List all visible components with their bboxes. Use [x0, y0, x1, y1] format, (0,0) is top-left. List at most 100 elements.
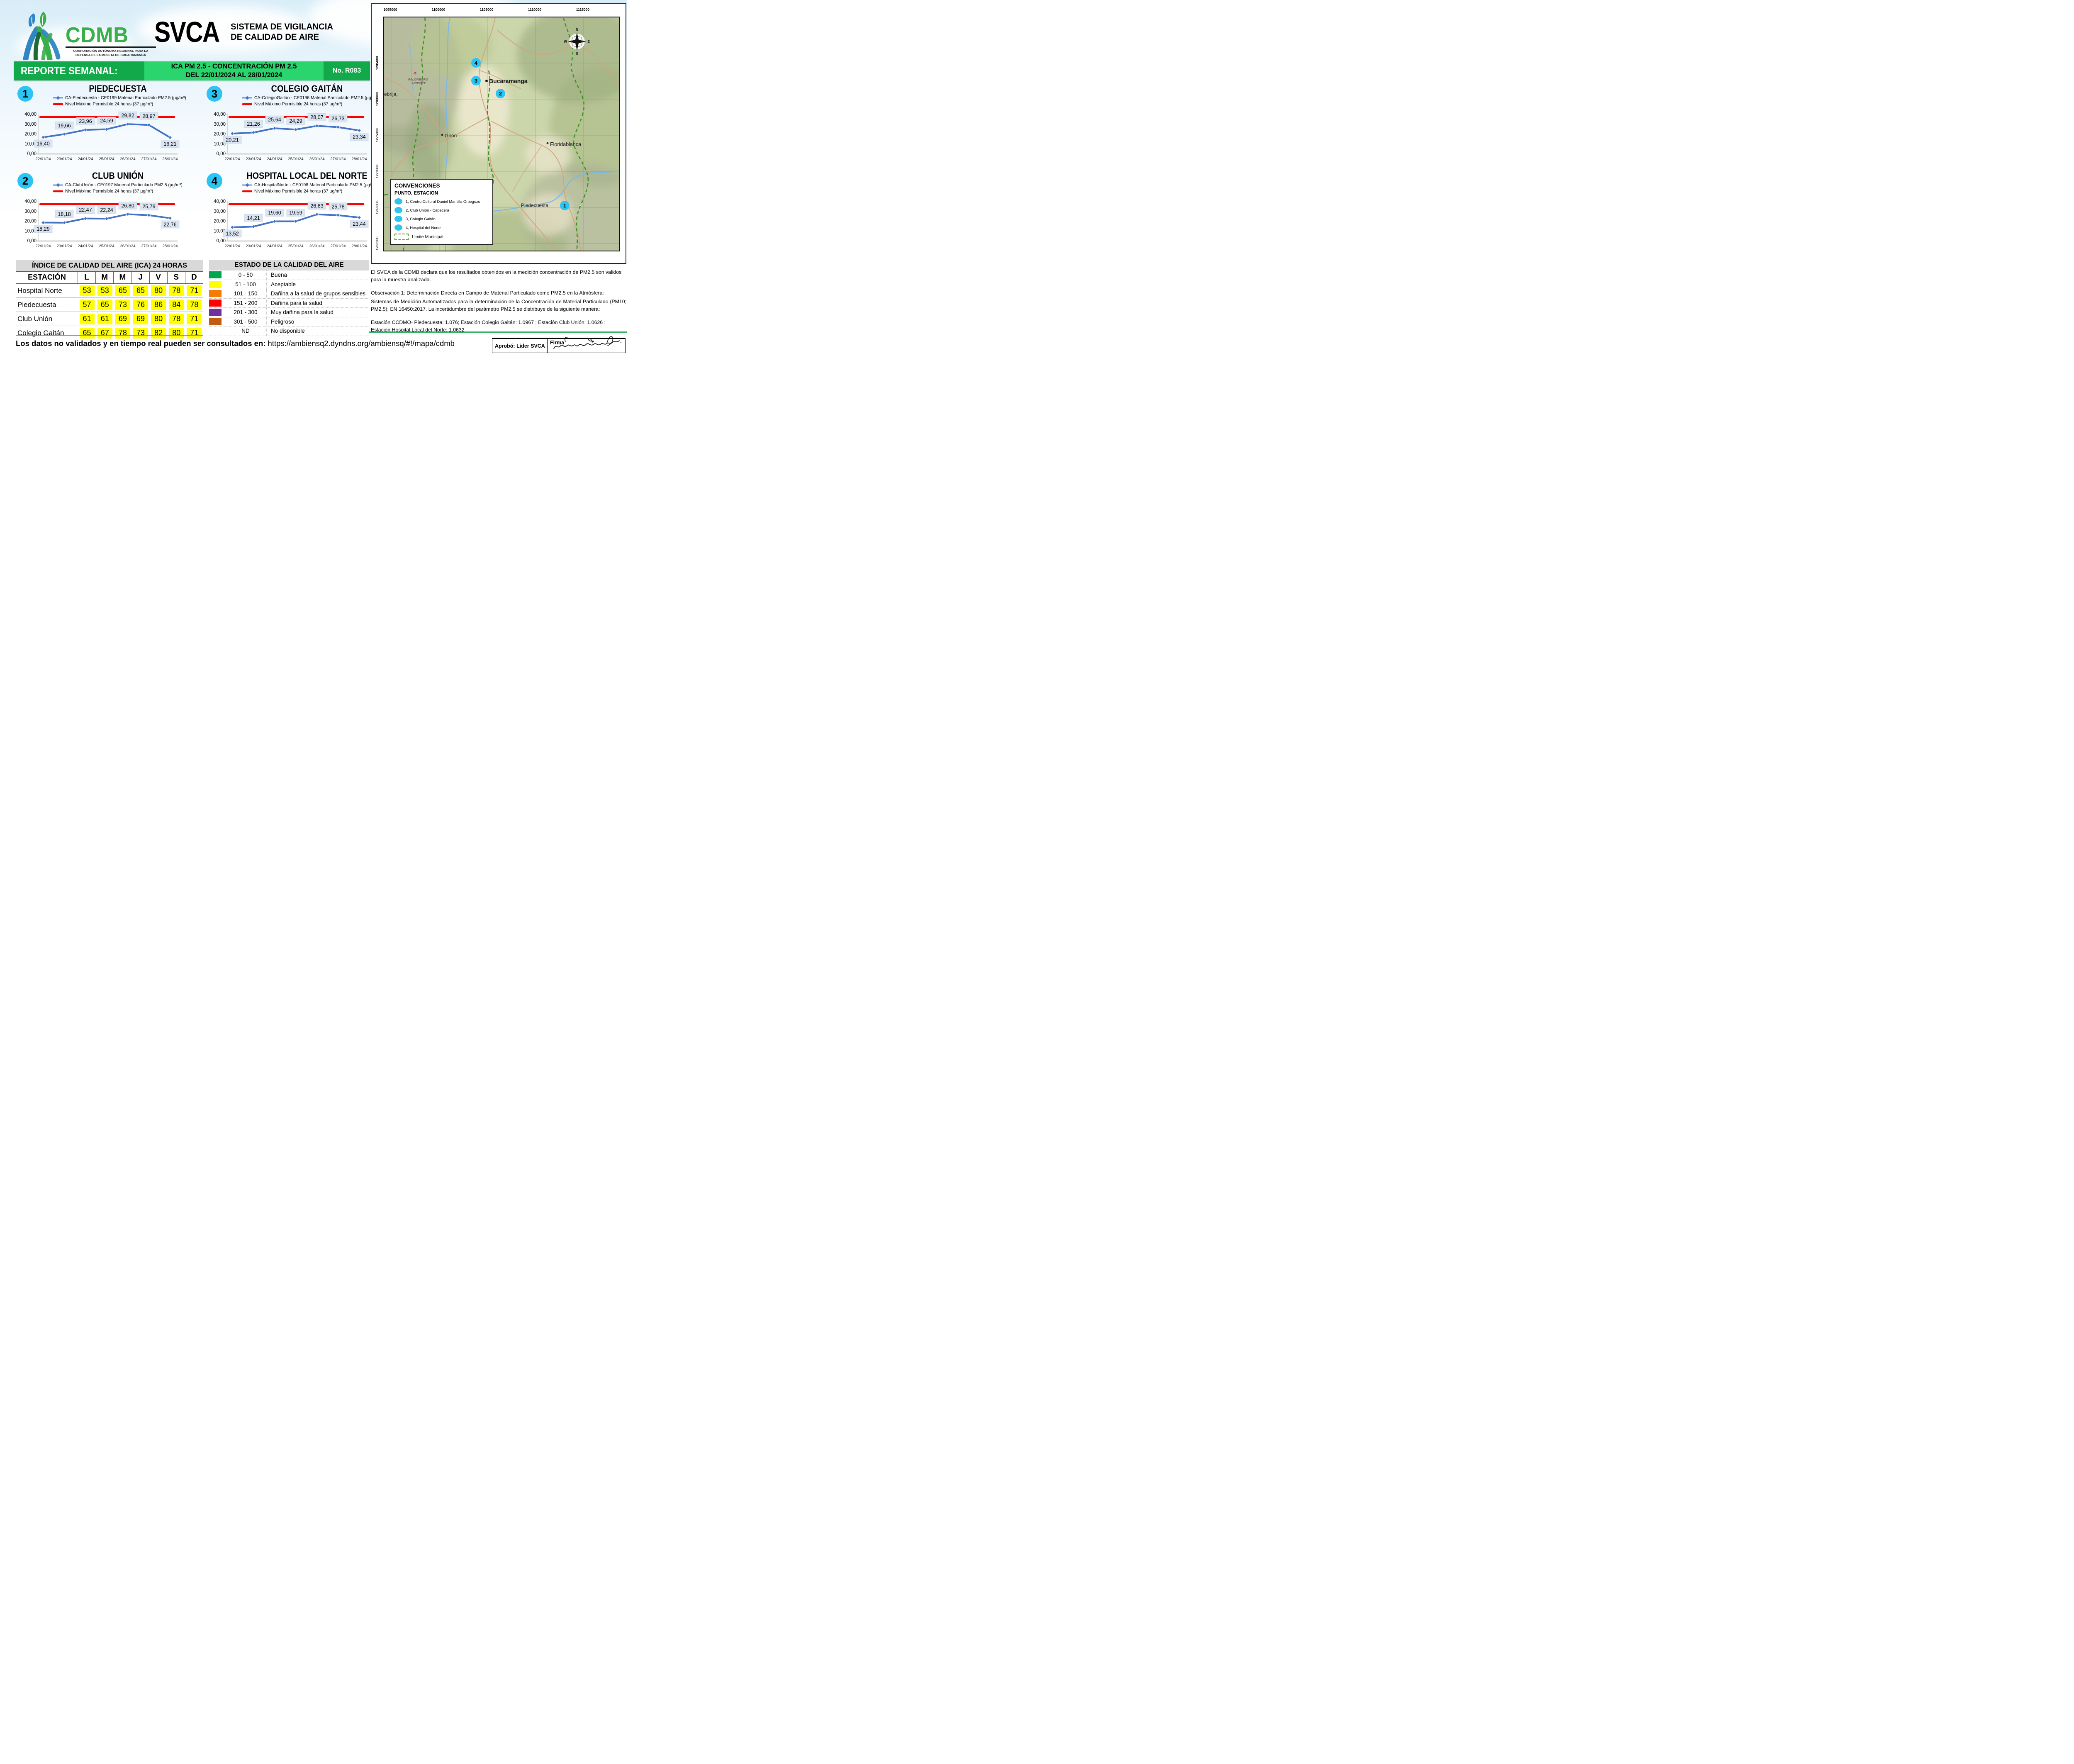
- ica-value-cell: 78: [169, 313, 184, 324]
- chart-club-union: 2 CLUB UNIÓN CA-ClubUnión - CE0197 Mater…: [15, 170, 199, 253]
- svg-text:28,97: 28,97: [142, 114, 155, 119]
- ica-value-cell: 71: [187, 327, 202, 339]
- estado-title: ESTADO DE LA CALIDAD DEL AIRE: [209, 260, 369, 270]
- svg-text:21,26: 21,26: [247, 121, 260, 127]
- ica-value-cell: 84: [169, 299, 184, 310]
- estado-range: 101 - 150: [225, 289, 267, 298]
- ica-value-cell: 67: [97, 327, 112, 339]
- map-y-axis-label: 1280000: [375, 92, 379, 106]
- svg-text:30,00: 30,00: [214, 209, 226, 214]
- svg-text:25/01/24: 25/01/24: [288, 244, 304, 249]
- chart-title: PIEDECUESTA: [89, 83, 147, 94]
- table-underline: [16, 335, 203, 336]
- svg-text:S: S: [576, 52, 578, 56]
- svg-text:20,00: 20,00: [214, 219, 226, 224]
- station-name-cell: Colegio Gaitán: [17, 329, 64, 337]
- map-legend-item: 3, Colegio Gaitán: [394, 216, 489, 222]
- ica-value-cell: 80: [151, 285, 166, 296]
- svg-text:23/01/24: 23/01/24: [57, 244, 72, 249]
- svg-text:40,00: 40,00: [214, 199, 226, 204]
- map-legend-subtitle: PUNTO, ESTACION: [394, 191, 438, 196]
- cdmb-logo-figures-icon: [23, 12, 61, 60]
- svg-text:10,00: 10,00: [24, 229, 37, 234]
- column-header-day-7: D: [185, 271, 203, 284]
- limit-marker-icon: [53, 190, 63, 192]
- municipal-boundary-swatch: [394, 234, 409, 240]
- chart-legend: CA-HospitalNorte - CE0198 Material Parti…: [242, 183, 378, 195]
- map-marker-station-1: 1: [560, 201, 570, 210]
- map-y-axis-label: 1285000: [375, 56, 379, 70]
- ica-value-cell: 78: [187, 299, 202, 310]
- map-panel: 1095000 1100000 1105000 1110000 1115000 1285…: [371, 3, 626, 264]
- series-legend-label: CA-Piedecuesta - CE0199 Material Particu…: [65, 95, 186, 100]
- svg-text:14,21: 14,21: [247, 215, 260, 221]
- map-marker-station-4: 4: [471, 58, 481, 68]
- air-quality-state-legend: ESTADO DE LA CALIDAD DEL AIRE 0 - 50 Buen…: [209, 260, 369, 336]
- estado-label: Muy dañina para la salud: [271, 309, 333, 316]
- cloud-shape: [137, 6, 311, 51]
- svg-text:40,00: 40,00: [24, 199, 37, 204]
- limit-legend-label: Nivel Máximo Permisible 24 horas (37 µg/…: [254, 102, 343, 107]
- series-marker-icon: [53, 96, 63, 100]
- estado-row: ND No disponible: [209, 326, 369, 336]
- map-legend-item-label: 2, Club Unión - Cabecera: [406, 208, 449, 212]
- svg-text:20,00: 20,00: [214, 132, 226, 137]
- svg-text:26/01/24: 26/01/24: [120, 157, 136, 161]
- svca-subtitle-line2: DE CALIDAD DE AIRE: [231, 32, 319, 42]
- map-legend-title: CONVENCIONES: [394, 183, 440, 189]
- cdmb-logo-text: CDMB: [66, 23, 129, 47]
- map-x-axis-label: 1100000: [431, 7, 445, 12]
- line-plot: 0,00 10,00 20,00 30,00 40,00 13,52 14,21 19,60 1…: [207, 198, 369, 251]
- estado-color-swatch: [209, 299, 222, 307]
- station-point-icon: [394, 224, 402, 231]
- column-header-day-5: V: [149, 271, 168, 284]
- report-banner: REPORTE SEMANAL: ICA PM 2.5 - CONCENTRAC…: [14, 61, 370, 80]
- cdmb-logo: CDMB CORPORACIÓN AUTÓNOMA REGIONAL PARA …: [22, 11, 156, 60]
- svca-subtitle: SISTEMA DE VIGILANCIA DE CALIDAD DE AIRE: [231, 22, 333, 42]
- line-plot: 0,00 10,00 20,00 30,00 40,00 16,40 19,66 23,96 2…: [17, 111, 180, 164]
- footer-url[interactable]: https://ambiensq2.dyndns.org/ambiensq/#!…: [268, 339, 455, 348]
- estado-range: ND: [225, 326, 267, 336]
- svg-text:10,00: 10,00: [24, 141, 37, 146]
- ica-value-cell: 61: [97, 313, 112, 324]
- chart-title: COLEGIO GAITÁN: [271, 83, 343, 94]
- column-header-day-3: M: [114, 271, 132, 284]
- city-label-lebrija: ebrija,: [384, 91, 398, 97]
- svg-text:PALONEGRO: PALONEGRO: [408, 78, 428, 81]
- svg-text:13,52: 13,52: [226, 231, 239, 236]
- series-legend-label: CA-ClubUnión - CE0197 Material Particula…: [65, 183, 183, 188]
- map-x-axis-label: 1105000: [480, 7, 494, 12]
- chart-title: CLUB UNIÓN: [92, 171, 144, 181]
- map-marker-station-2: 2: [496, 89, 505, 98]
- svg-text:24/01/24: 24/01/24: [267, 157, 282, 161]
- svg-text:0,00: 0,00: [217, 239, 226, 244]
- svg-text:23/01/24: 23/01/24: [57, 157, 72, 161]
- series-legend-label: CA-ColegioGaitán - CE0196 Material Parti…: [254, 95, 379, 100]
- svg-text:23/01/24: 23/01/24: [246, 157, 261, 161]
- svg-text:E: E: [587, 40, 590, 44]
- estado-range: 151 - 200: [225, 298, 267, 307]
- map-y-axis-label: 1270000: [375, 164, 379, 178]
- svg-text:22/01/24: 22/01/24: [36, 157, 51, 161]
- ica-value-cell: 71: [187, 285, 202, 296]
- map-legend-item: 4, Hospital del Norte: [394, 224, 489, 231]
- signature: [553, 336, 622, 349]
- svg-text:10,00: 10,00: [214, 141, 226, 146]
- svg-text:40,00: 40,00: [214, 112, 226, 117]
- svg-text:AIRPORT: AIRPORT: [411, 81, 426, 85]
- svg-text:28/01/24: 28/01/24: [352, 244, 367, 249]
- compass-rose-icon: N W E S: [564, 28, 590, 56]
- svg-text:27/01/24: 27/01/24: [331, 244, 346, 249]
- chart-legend: CA-Piedecuesta - CE0199 Material Particu…: [53, 95, 186, 108]
- footer-text: Los datos no validados y en tiempo real …: [16, 339, 455, 348]
- svg-text:28/01/24: 28/01/24: [163, 244, 178, 249]
- estado-label: Dañina para la salud: [271, 300, 322, 306]
- svg-text:N: N: [576, 28, 578, 32]
- estado-row: 0 - 50 Buena: [209, 270, 369, 280]
- station-name-cell: Piedecuesta: [17, 301, 56, 309]
- svg-text:0,00: 0,00: [217, 151, 226, 156]
- svg-text:26,80: 26,80: [121, 203, 134, 209]
- series-marker-icon: [53, 183, 63, 187]
- chart-piedecuesta: 1 PIEDECUESTA CA-Piedecuesta - CE0199 Ma…: [15, 83, 199, 166]
- ica-value-cell: 71: [187, 313, 202, 324]
